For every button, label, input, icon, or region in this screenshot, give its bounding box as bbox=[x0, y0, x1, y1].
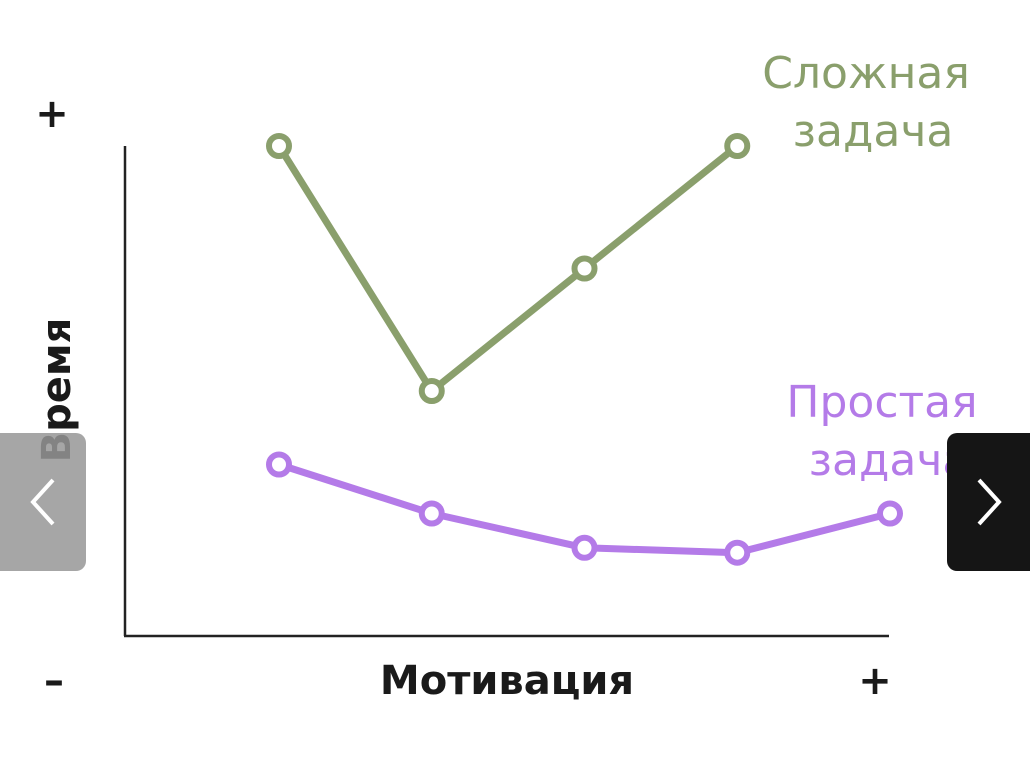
series-line-0 bbox=[276, 143, 740, 395]
series-label-hard-line1: Сложная bbox=[762, 48, 970, 99]
data-point-1-1 bbox=[418, 500, 445, 527]
previous-button[interactable] bbox=[0, 433, 86, 571]
data-point-1-0 bbox=[266, 451, 292, 478]
y-max-label: + bbox=[35, 91, 69, 137]
chevron-right-icon bbox=[977, 478, 1002, 526]
series-label-simple: Простая задача bbox=[786, 377, 991, 486]
series-label-simple-line2: задача bbox=[809, 435, 970, 486]
data-point-0-2 bbox=[571, 255, 598, 282]
x-max-label: + bbox=[858, 658, 892, 704]
chevron-left-icon bbox=[30, 478, 55, 526]
data-point-0-1 bbox=[418, 378, 445, 404]
x-min-label: – bbox=[44, 658, 64, 704]
series-label-hard: Сложная задача bbox=[762, 48, 984, 157]
series-label-simple-line1: Простая bbox=[786, 377, 977, 428]
data-point-1-4 bbox=[877, 500, 903, 527]
x-axis-title: Мотивация bbox=[380, 658, 634, 704]
data-point-0-0 bbox=[266, 133, 292, 159]
next-button[interactable] bbox=[947, 433, 1030, 571]
data-point-1-2 bbox=[571, 534, 598, 561]
data-point-1-3 bbox=[724, 539, 751, 566]
data-point-0-3 bbox=[724, 133, 751, 159]
series-label-hard-line2: задача bbox=[793, 106, 954, 157]
